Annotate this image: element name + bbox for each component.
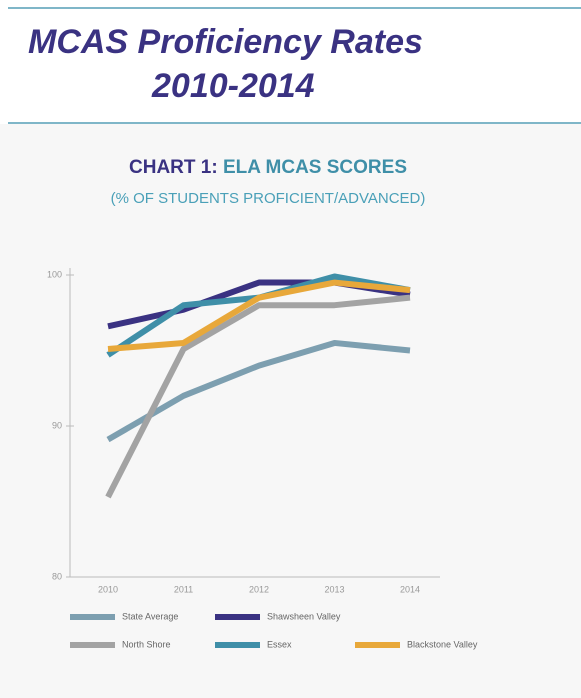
chart-title-part: ELA MCAS SCORES (223, 157, 407, 178)
x-tick-label: 2013 (324, 584, 344, 594)
legend-label: State Average (122, 611, 178, 621)
chart-title: CHART 1: ELA MCAS SCORES (129, 157, 407, 178)
page-title: MCAS Proficiency Rates (28, 23, 423, 61)
chart-subtitle: (% OF STUDENTS PROFICIENT/ADVANCED) (111, 190, 426, 207)
legend-label: Blackstone Valley (407, 639, 478, 649)
series-line (107, 279, 411, 352)
x-tick-label: 2011 (174, 584, 193, 594)
series-line (105, 294, 411, 499)
series-line (106, 339, 411, 443)
legend-label: Essex (267, 639, 292, 649)
legend-label: North Shore (122, 639, 171, 649)
y-tick-label: 90 (52, 420, 62, 430)
x-tick-label: 2014 (400, 584, 420, 594)
y-tick-label: 80 (52, 571, 62, 581)
legend-label: Shawsheen Valley (267, 611, 341, 621)
chart-title-part: CHART 1: (129, 157, 218, 178)
x-tick-label: 2012 (249, 584, 269, 594)
x-tick-label: 2010 (98, 584, 118, 594)
y-tick-label: 100 (47, 269, 62, 279)
page-title: 2010-2014 (151, 67, 315, 105)
chart-panel (0, 124, 581, 698)
